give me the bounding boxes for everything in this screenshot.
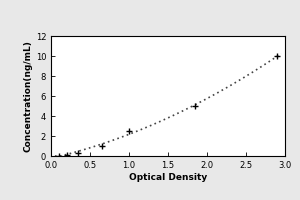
Y-axis label: Concentration(ng/mL): Concentration(ng/mL) [24, 40, 33, 152]
X-axis label: Optical Density: Optical Density [129, 173, 207, 182]
